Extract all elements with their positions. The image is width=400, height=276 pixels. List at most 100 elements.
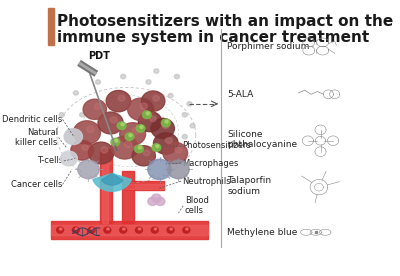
Circle shape (73, 121, 100, 144)
Circle shape (140, 103, 148, 109)
Circle shape (146, 112, 150, 115)
Text: Natural
killer cells: Natural killer cells (16, 128, 58, 147)
Circle shape (82, 145, 88, 150)
Circle shape (71, 140, 94, 160)
Circle shape (142, 91, 165, 111)
Circle shape (182, 113, 187, 117)
Circle shape (166, 137, 172, 144)
Circle shape (182, 134, 187, 139)
Circle shape (163, 142, 188, 164)
Text: Blood
cells: Blood cells (185, 196, 209, 216)
Circle shape (152, 144, 161, 152)
Text: Cancer cells: Cancer cells (10, 180, 62, 189)
Text: PDT: PDT (88, 51, 110, 61)
Circle shape (125, 133, 134, 140)
Circle shape (72, 227, 79, 233)
Circle shape (64, 129, 82, 145)
Bar (122, 171, 134, 223)
Circle shape (75, 228, 78, 230)
Circle shape (183, 227, 190, 233)
Circle shape (128, 98, 154, 121)
Circle shape (154, 133, 178, 154)
Text: Neutrophils: Neutrophils (182, 177, 231, 186)
Circle shape (83, 99, 106, 120)
Circle shape (152, 194, 161, 202)
Circle shape (124, 141, 132, 148)
Text: immune system in cancer treatment: immune system in cancer treatment (57, 30, 369, 45)
Circle shape (138, 228, 141, 230)
Bar (100, 149, 112, 223)
Circle shape (136, 124, 145, 132)
Circle shape (67, 129, 72, 133)
Circle shape (120, 227, 127, 233)
Circle shape (56, 227, 64, 233)
Circle shape (80, 113, 85, 117)
Circle shape (138, 146, 142, 149)
Circle shape (156, 145, 159, 148)
Circle shape (142, 111, 151, 119)
Circle shape (170, 228, 172, 230)
Circle shape (165, 120, 168, 123)
Text: Macrophages: Macrophages (182, 159, 239, 168)
Circle shape (168, 94, 173, 98)
Circle shape (115, 139, 118, 142)
Circle shape (111, 138, 120, 146)
Circle shape (96, 80, 100, 84)
Circle shape (150, 116, 156, 122)
Circle shape (143, 150, 150, 156)
Circle shape (132, 146, 155, 166)
Circle shape (101, 147, 108, 153)
Wedge shape (93, 174, 132, 191)
Circle shape (151, 227, 158, 233)
Circle shape (134, 145, 144, 153)
Text: Photosensitizers: Photosensitizers (182, 141, 252, 150)
Circle shape (60, 151, 78, 166)
Text: Photosensitizers with an impact on the: Photosensitizers with an impact on the (57, 14, 393, 29)
Circle shape (73, 91, 78, 95)
Circle shape (104, 227, 111, 233)
Circle shape (151, 118, 174, 139)
Circle shape (154, 228, 157, 230)
Circle shape (98, 112, 123, 134)
Circle shape (59, 113, 64, 117)
Circle shape (86, 126, 94, 132)
Circle shape (112, 136, 138, 159)
Circle shape (132, 128, 140, 134)
Circle shape (78, 160, 99, 179)
Circle shape (162, 123, 169, 128)
Bar (102, 149, 108, 223)
Circle shape (148, 159, 171, 179)
Text: 5-ALA: 5-ALA (227, 90, 254, 99)
Circle shape (140, 126, 143, 128)
Circle shape (161, 119, 170, 127)
Text: Talaporfin
sodium: Talaporfin sodium (227, 176, 272, 195)
Circle shape (168, 160, 189, 179)
Circle shape (174, 74, 179, 79)
Circle shape (148, 197, 157, 206)
Text: T-cells: T-cells (37, 156, 63, 165)
Circle shape (118, 95, 125, 101)
Circle shape (146, 80, 151, 84)
Circle shape (120, 123, 146, 145)
Circle shape (186, 228, 188, 230)
Bar (48, 8, 54, 45)
Text: Methylene blue: Methylene blue (227, 228, 298, 237)
Circle shape (117, 122, 126, 129)
Circle shape (129, 134, 132, 137)
Circle shape (190, 124, 195, 128)
Wedge shape (101, 174, 123, 185)
Bar (50, 221, 208, 239)
Circle shape (91, 228, 94, 230)
Bar (126, 184, 164, 189)
Text: Dendritic cells: Dendritic cells (2, 115, 62, 124)
Bar (126, 181, 164, 190)
Circle shape (155, 197, 165, 206)
Circle shape (138, 112, 162, 132)
Circle shape (122, 228, 125, 230)
Circle shape (121, 123, 124, 126)
Circle shape (167, 227, 174, 233)
Text: Silicone
phthalocyanine: Silicone phthalocyanine (227, 130, 298, 149)
Bar (50, 225, 208, 235)
Circle shape (106, 91, 131, 112)
Circle shape (153, 95, 159, 101)
